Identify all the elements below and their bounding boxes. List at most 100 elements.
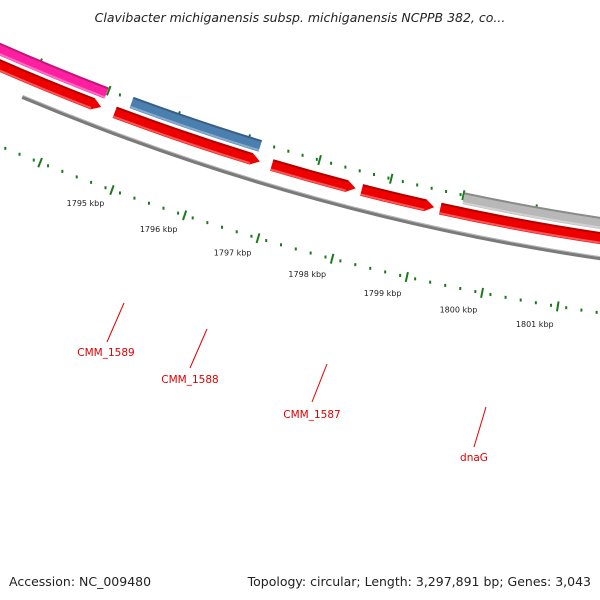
inner-ruler-dot <box>344 165 347 169</box>
gene-arrow-highlight <box>439 212 600 244</box>
ruler-dot <box>133 196 136 200</box>
gene-arrow[interactable] <box>112 106 260 165</box>
ruler-dot <box>429 280 432 284</box>
gene-arrow[interactable] <box>438 202 600 248</box>
inner-ruler-major-tick <box>106 85 112 96</box>
ruler-major-tick <box>555 301 560 312</box>
gene-label: CMM_1587 <box>283 409 340 421</box>
gene-arrow-shadow <box>272 159 349 183</box>
ruler-major-tick <box>404 271 409 283</box>
ruler-dot <box>162 206 165 210</box>
gene-arrow[interactable] <box>0 36 109 99</box>
inner-ruler-dot <box>445 189 448 193</box>
ruler-dot <box>399 273 402 277</box>
inner-ruler-dot <box>301 153 304 157</box>
gene-label: CMM_1589 <box>77 347 134 359</box>
ruler-dots <box>4 146 598 314</box>
gene-label-lines <box>106 302 487 448</box>
gene-arrow-highlight <box>129 105 260 152</box>
gene-label-leader <box>106 302 125 343</box>
ruler-dot <box>32 158 35 162</box>
ruler-dot <box>61 169 64 173</box>
gene-arrow-highlight <box>462 201 600 229</box>
ruler-dot <box>250 234 253 238</box>
gene-arrow[interactable] <box>462 192 600 230</box>
ruler-dot <box>265 239 268 243</box>
ruler-ticks <box>37 157 560 312</box>
inner-ruler-major-tick <box>317 155 322 166</box>
ruler-dot <box>550 303 553 307</box>
gene-label-leader <box>189 328 208 369</box>
ruler-dot <box>474 290 477 294</box>
gene-track[interactable] <box>0 0 600 248</box>
ruler-major-tick <box>182 210 188 221</box>
ruler-dot <box>309 251 312 255</box>
gene-label-leader <box>473 406 487 448</box>
gene-arrow[interactable] <box>360 184 435 212</box>
ruler-dot <box>489 292 492 296</box>
ruler-dot <box>279 243 282 247</box>
ruler-dot <box>104 186 107 190</box>
gene-arrow-shadow <box>132 96 263 143</box>
ruler-dot <box>534 301 537 305</box>
inner-ruler-dot <box>330 161 333 165</box>
gene-label: CMM_1588 <box>161 374 218 386</box>
ruler-dot <box>565 306 568 310</box>
ruler-dot <box>191 216 194 220</box>
ruler-dot <box>90 180 93 184</box>
ruler-dot <box>177 211 180 215</box>
gene-arrow[interactable] <box>270 159 356 192</box>
gene-arrow-shadow <box>441 202 600 234</box>
inner-ruler-dot <box>416 183 419 187</box>
inner-ruler-dot <box>387 176 390 180</box>
ruler-dot <box>519 298 522 302</box>
ruler-major-tick <box>109 185 115 196</box>
ruler-dot <box>339 259 342 263</box>
ruler-dot <box>147 201 150 205</box>
backbone-highlight <box>22 95 600 258</box>
accession-text: Accession: NC_009480 <box>9 574 152 589</box>
gene-arrow[interactable] <box>129 96 263 152</box>
ruler-dot <box>580 308 583 312</box>
inner-ruler-dot <box>273 145 276 149</box>
ruler-major-tick <box>480 287 485 298</box>
gene-labels: CMM_1589 CMM_1588 CMM_1587 dnaG <box>77 347 488 464</box>
inner-ruler-dot <box>430 186 433 190</box>
gene-arrow-highlight <box>0 53 106 99</box>
ruler-tick-label: 1797 kbp <box>214 249 252 258</box>
ruler-tick-label: 1800 kbp <box>440 306 478 315</box>
ruler-dot <box>118 191 121 195</box>
backbone-outer-line <box>21 95 600 261</box>
ruler-dot <box>4 146 7 150</box>
gene-arrow[interactable] <box>0 45 102 110</box>
inner-ruler-dot <box>373 173 376 177</box>
inner-ruler-dot <box>358 169 361 173</box>
ruler-tick-label: 1795 kbp <box>67 199 105 208</box>
ruler-tick-label: 1798 kbp <box>288 270 326 279</box>
ruler-labels: 1801 kbp 1800 kbp 1799 kbp 1798 kbp 1797 kbp… <box>67 199 554 329</box>
ruler-dot <box>384 270 387 274</box>
gene-arrow-shadow <box>116 106 253 155</box>
inner-ruler-major-tick <box>461 190 466 201</box>
gene-arrow-shadow <box>362 184 427 202</box>
ruler-dot <box>324 255 327 259</box>
ruler-tick-label: 1796 kbp <box>140 225 178 234</box>
inner-ruler-dot <box>459 193 462 197</box>
gene-arrow-shadow <box>464 192 600 219</box>
gene-arrow-shadow <box>0 42 109 90</box>
ruler-major-tick <box>255 233 261 244</box>
ruler-dot <box>294 247 297 251</box>
ruler-tick-label: 1799 kbp <box>364 289 402 298</box>
ruler-dot <box>75 175 78 179</box>
ruler-dot <box>504 295 507 299</box>
genome-summary-text: Topology: circular; Length: 3,297,891 bp… <box>247 574 591 589</box>
ruler-dot <box>354 263 357 267</box>
ruler-dot <box>444 283 447 287</box>
gene-label-leader <box>311 363 328 403</box>
backbone-group <box>21 95 600 261</box>
ruler-tick-label: 1801 kbp <box>516 320 554 329</box>
ruler-dot <box>221 225 224 229</box>
ruler-dot <box>47 164 50 168</box>
